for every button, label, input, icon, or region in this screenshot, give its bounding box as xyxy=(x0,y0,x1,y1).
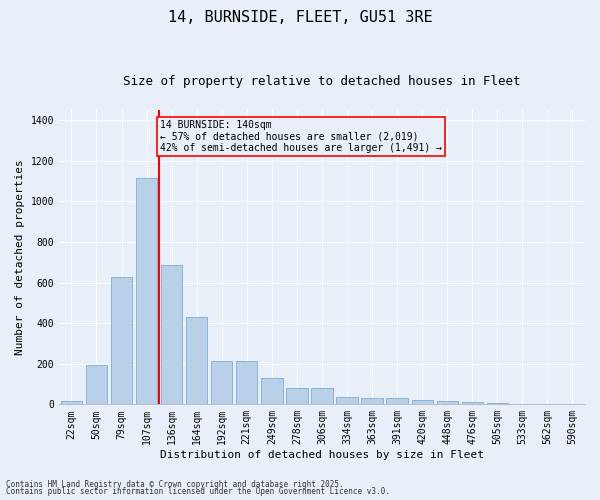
Bar xyxy=(186,317,208,404)
Bar xyxy=(86,365,107,405)
Bar xyxy=(337,397,358,404)
Bar xyxy=(261,378,283,404)
Bar xyxy=(311,388,332,404)
Bar xyxy=(111,278,132,404)
Bar xyxy=(461,402,483,404)
Bar xyxy=(412,400,433,404)
Bar xyxy=(61,402,82,404)
Text: 14 BURNSIDE: 140sqm
← 57% of detached houses are smaller (2,019)
42% of semi-det: 14 BURNSIDE: 140sqm ← 57% of detached ho… xyxy=(160,120,442,154)
Bar xyxy=(236,360,257,405)
Title: Size of property relative to detached houses in Fleet: Size of property relative to detached ho… xyxy=(123,75,521,88)
Bar xyxy=(361,398,383,404)
Text: Contains public sector information licensed under the Open Government Licence v3: Contains public sector information licen… xyxy=(6,487,390,496)
Bar xyxy=(286,388,308,404)
Y-axis label: Number of detached properties: Number of detached properties xyxy=(15,160,25,355)
Text: Contains HM Land Registry data © Crown copyright and database right 2025.: Contains HM Land Registry data © Crown c… xyxy=(6,480,344,489)
Bar xyxy=(386,398,408,404)
Bar xyxy=(211,360,232,405)
Bar xyxy=(136,178,157,404)
Text: 14, BURNSIDE, FLEET, GU51 3RE: 14, BURNSIDE, FLEET, GU51 3RE xyxy=(167,10,433,25)
Bar xyxy=(161,266,182,404)
Bar xyxy=(437,402,458,404)
X-axis label: Distribution of detached houses by size in Fleet: Distribution of detached houses by size … xyxy=(160,450,484,460)
